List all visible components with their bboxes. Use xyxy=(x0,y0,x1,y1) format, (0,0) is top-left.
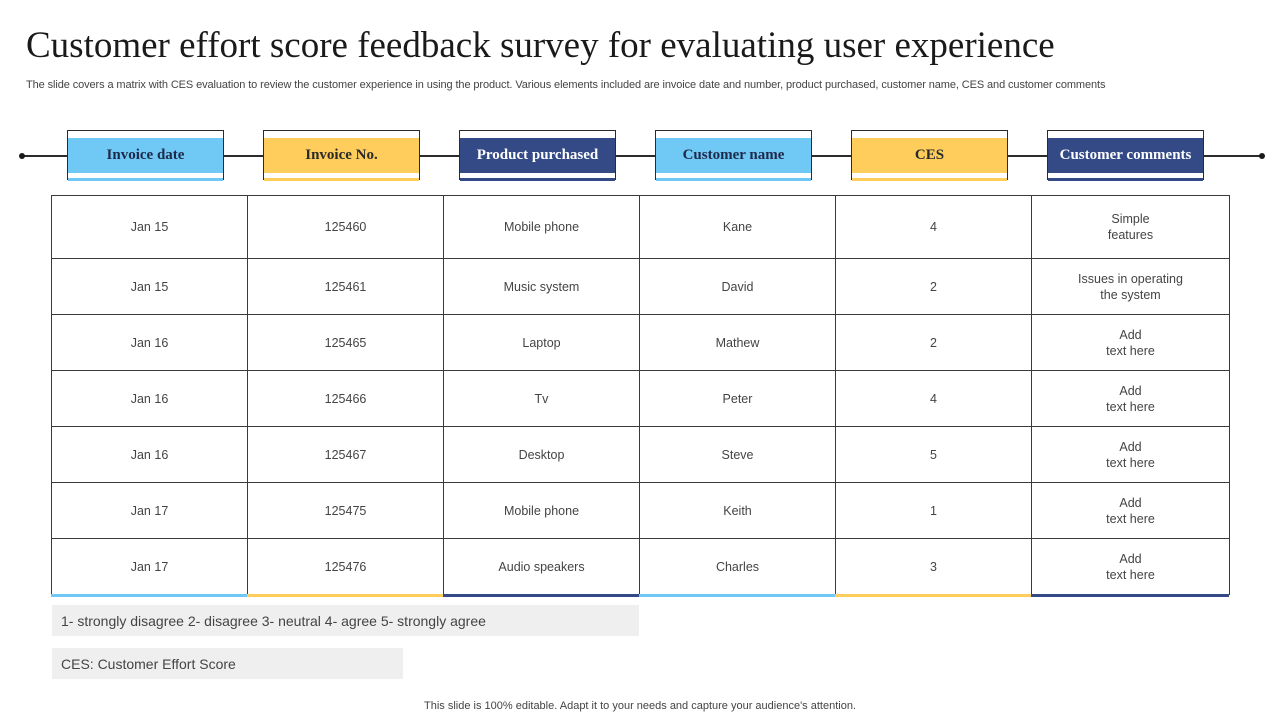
header-invoice-date: Invoice date xyxy=(67,130,224,181)
customer-comment-cell: Add text here xyxy=(1031,538,1230,595)
product-cell: Mobile phone xyxy=(443,195,640,259)
customer-name-cell: Keith xyxy=(639,482,836,539)
invoice-date-cell: Jan 17 xyxy=(51,482,248,539)
table-row: Jan 16 125465 Laptop Mathew 2 Add text here xyxy=(51,314,1230,371)
invoice-number-cell: 125467 xyxy=(247,426,444,483)
table-row: Jan 17 125475 Mobile phone Keith 1 Add text he… xyxy=(51,482,1230,539)
timeline-end-dot xyxy=(1259,153,1265,159)
invoice-date-cell: Jan 16 xyxy=(51,314,248,371)
header-underline xyxy=(1048,178,1203,181)
footer-note: This slide is 100% editable. Adapt it to… xyxy=(424,700,856,712)
header-label: Product purchased xyxy=(460,138,615,173)
ces-score-cell: 2 xyxy=(835,314,1032,371)
table-row: Jan 15 125460 Mobile phone Kane 4 Simple featu… xyxy=(51,195,1230,259)
header-label: Customer name xyxy=(656,138,811,173)
comment-line: Add xyxy=(1119,551,1142,566)
ces-abbreviation-note: CES: Customer Effort Score xyxy=(52,648,403,679)
customer-name-cell: David xyxy=(639,258,836,315)
table-row: Jan 16 125466 Tv Peter 4 Add text here xyxy=(51,370,1230,427)
ces-score-cell: 2 xyxy=(835,258,1032,315)
header-underline xyxy=(656,178,811,181)
table-row: Jan 16 125467 Desktop Steve 5 Add text here xyxy=(51,426,1230,483)
comment-line: text here xyxy=(1106,343,1155,358)
column-accent-bar xyxy=(51,594,247,597)
header-customer-comments: Customer comments xyxy=(1047,130,1204,181)
invoice-date-cell: Jan 16 xyxy=(51,426,248,483)
column-accent-bar xyxy=(639,594,835,597)
product-cell: Mobile phone xyxy=(443,482,640,539)
timeline-connector xyxy=(22,155,1262,157)
invoice-number-cell: 125460 xyxy=(247,195,444,259)
header-underline xyxy=(852,178,1007,181)
header-label: Invoice date xyxy=(68,138,223,173)
comment-line: text here xyxy=(1106,455,1155,470)
header-underline xyxy=(264,178,419,181)
column-accent-bar xyxy=(1031,594,1229,597)
customer-name-cell: Steve xyxy=(639,426,836,483)
slide-title: Customer effort score feedback survey fo… xyxy=(26,25,1055,66)
invoice-number-cell: 125476 xyxy=(247,538,444,595)
header-underline xyxy=(68,178,223,181)
invoice-date-cell: Jan 17 xyxy=(51,538,248,595)
ces-score-cell: 3 xyxy=(835,538,1032,595)
column-accent-bar xyxy=(835,594,1031,597)
timeline-start-dot xyxy=(19,153,25,159)
invoice-date-cell: Jan 15 xyxy=(51,258,248,315)
header-product-purchased: Product purchased xyxy=(459,130,616,181)
table-row: Jan 17 125476 Audio speakers Charles 3 Add tex… xyxy=(51,538,1230,595)
slide-subtitle: The slide covers a matrix with CES evalu… xyxy=(26,79,1106,91)
ces-score-cell: 4 xyxy=(835,195,1032,259)
invoice-date-cell: Jan 15 xyxy=(51,195,248,259)
customer-comment-cell: Add text here xyxy=(1031,426,1230,483)
header-ces: CES xyxy=(851,130,1008,181)
comment-line: Add xyxy=(1119,327,1142,342)
comment-line: Add xyxy=(1119,383,1142,398)
ces-score-cell: 1 xyxy=(835,482,1032,539)
header-label: Invoice No. xyxy=(264,138,419,173)
ces-score-cell: 4 xyxy=(835,370,1032,427)
customer-name-cell: Charles xyxy=(639,538,836,595)
invoice-number-cell: 125461 xyxy=(247,258,444,315)
comment-line: text here xyxy=(1106,399,1155,414)
customer-name-cell: Mathew xyxy=(639,314,836,371)
invoice-date-cell: Jan 16 xyxy=(51,370,248,427)
product-cell: Tv xyxy=(443,370,640,427)
customer-comment-cell: Add text here xyxy=(1031,482,1230,539)
comment-line: the system xyxy=(1100,287,1161,302)
comment-line: features xyxy=(1107,228,1154,242)
customer-comment-cell: Add text here xyxy=(1031,314,1230,371)
invoice-number-cell: 125466 xyxy=(247,370,444,427)
header-invoice-no: Invoice No. xyxy=(263,130,420,181)
ces-table: Jan 15 125460 Mobile phone Kane 4 Simple featu… xyxy=(51,195,1230,595)
comment-line: Issues in operating xyxy=(1078,271,1183,286)
comment-line: text here xyxy=(1106,567,1155,582)
product-cell: Audio speakers xyxy=(443,538,640,595)
header-label: Customer comments xyxy=(1048,138,1203,173)
comment-line: Add xyxy=(1119,439,1142,454)
customer-comment-cell: Issues in operating the system xyxy=(1031,258,1230,315)
table-row: Jan 15 125461 Music system David 2 Issues in … xyxy=(51,258,1230,315)
column-accent-bar xyxy=(443,594,639,597)
header-underline xyxy=(460,178,615,181)
ces-score-cell: 5 xyxy=(835,426,1032,483)
column-accent-bar xyxy=(247,594,443,597)
customer-comment-cell: Simple features xyxy=(1031,195,1230,259)
ces-scale-legend: 1- strongly disagree 2- disagree 3- neut… xyxy=(52,605,639,636)
customer-name-cell: Peter xyxy=(639,370,836,427)
comment-line: text here xyxy=(1106,511,1155,526)
product-cell: Laptop xyxy=(443,314,640,371)
header-label: CES xyxy=(852,138,1007,173)
comment-line: Add xyxy=(1119,495,1142,510)
product-cell: Music system xyxy=(443,258,640,315)
customer-name-cell: Kane xyxy=(639,195,836,259)
customer-comment-cell: Add text here xyxy=(1031,370,1230,427)
product-cell: Desktop xyxy=(443,426,640,483)
comment-line: Simple xyxy=(1111,212,1150,226)
invoice-number-cell: 125465 xyxy=(247,314,444,371)
invoice-number-cell: 125475 xyxy=(247,482,444,539)
header-customer-name: Customer name xyxy=(655,130,812,181)
